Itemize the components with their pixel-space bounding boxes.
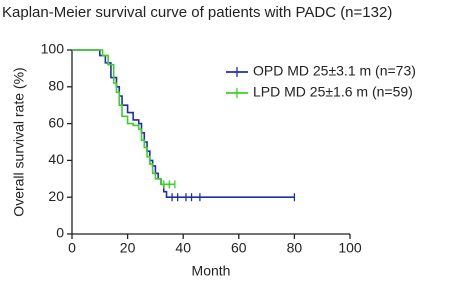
y-tick-label: 20	[48, 188, 64, 204]
x-tick-label: 60	[231, 240, 247, 256]
x-tick-label: 100	[338, 240, 362, 256]
x-tick-label: 80	[287, 240, 303, 256]
y-tick-label: 0	[56, 225, 64, 241]
y-tick-label: 100	[41, 41, 65, 57]
legend-label: OPD MD 25±3.1 m (n=73)	[253, 63, 416, 79]
y-tick-label: 60	[48, 114, 64, 130]
y-tick-label: 80	[48, 78, 64, 94]
survival-curve	[72, 49, 175, 186]
legend-label: LPD MD 25±1.6 m (n=59)	[253, 84, 413, 100]
y-axis-label: Overall survival rate (%)	[11, 67, 27, 216]
x-axis-label: Month	[192, 263, 231, 279]
x-tick-label: 20	[120, 240, 136, 256]
x-tick-label: 0	[68, 240, 76, 256]
y-tick-label: 40	[48, 151, 64, 167]
x-tick-label: 40	[175, 240, 191, 256]
chart-title: Kaplan-Meier survival curve of patients …	[2, 4, 392, 21]
